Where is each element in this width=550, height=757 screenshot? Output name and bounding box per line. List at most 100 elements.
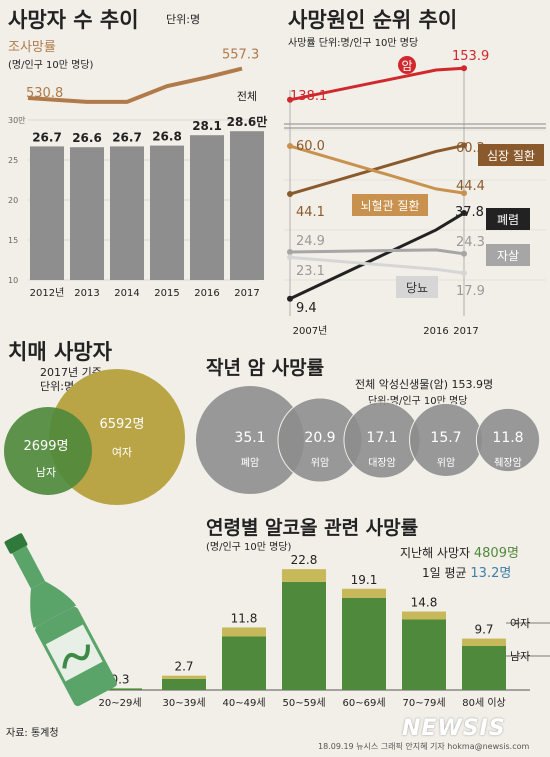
p2-tag-diabetes: 당뇨 (406, 281, 428, 295)
p1-bar-label: 26.7 (32, 130, 62, 144)
p2-start-label: 24.9 (296, 234, 325, 249)
soju-bottle-illustration (4, 533, 117, 707)
p2-xtick: 2007년 (293, 325, 328, 337)
p5-stat-per-day-label: 1일 평균 (422, 566, 467, 580)
p2-start-label: 44.1 (296, 205, 325, 220)
p1-bar-label: 28.1 (192, 119, 222, 133)
chart-death-count: 10 15 20 25 30만 26.7 2012년 26.6 2013 26.7 2014 26.8… (8, 48, 268, 299)
p1-bar (150, 145, 184, 280)
p5-total-label: 19.1 (351, 573, 378, 587)
p5-xtick: 30~39세 (162, 697, 205, 709)
p2-tag-stroke: 뇌혈관 질환 (360, 199, 419, 213)
p4-bubble-value: 20.9 (304, 430, 335, 446)
p2-point (461, 65, 467, 72)
p1-bar-label: 26.7 (112, 130, 142, 144)
p1-ytick: 10 (8, 276, 18, 285)
p4-bubble-name: 폐암 (241, 457, 259, 469)
chart-cancer-bubbles: 35.1 폐암 20.9 위암 17.1 대장암 15.7 위암 11.8 췌장암 (194, 384, 541, 496)
p1-xtick: 2012년 (30, 287, 65, 299)
p1-line-start-label: 530.8 (26, 86, 63, 101)
p2-point (287, 254, 293, 261)
p1-line-series (27, 66, 243, 104)
p1-bar-label: 28.6만 (227, 114, 268, 129)
p2-point (461, 190, 467, 197)
p1-title: 사망자 수 추이 (8, 8, 139, 32)
p2-point (461, 250, 467, 257)
p1-bar (190, 135, 224, 280)
p2-end-label: 60.2 (456, 141, 485, 156)
newsis-logo: NEWSIS (402, 716, 506, 741)
p3-unit: 단위:명 (40, 380, 75, 393)
p1-unit: 단위:명 (166, 13, 201, 26)
p5-bar-women (342, 588, 386, 598)
bottle-label (45, 624, 103, 682)
p2-end-label: 37.8 (455, 205, 484, 220)
p5-bar-men (222, 636, 266, 690)
p2-tag-cancer: 암 (401, 59, 412, 73)
p5-total-label: 2.7 (174, 660, 193, 674)
p5-stat-last-year: 지난해 사망자 4809명 (400, 542, 519, 561)
p1-xtick: 2013 (74, 288, 99, 299)
p4-unit: 단위:명/인구 10만 명당 (368, 396, 468, 407)
p3-title: 치매 사망자 (8, 340, 112, 364)
p2-start-label: 138.1 (290, 89, 327, 104)
p4-title: 작년 암 사망률 (206, 357, 325, 379)
p5-bar-women (462, 638, 506, 647)
p5-total-label: 22.8 (291, 553, 318, 567)
p2-tag-diabetes-bg (396, 276, 438, 298)
p1-xtick: 2016 (194, 288, 219, 299)
p2-tag-suicide-bg (486, 244, 530, 266)
source-note: 자료: 통계청 (6, 728, 59, 739)
p2-xtick: 2017 (453, 326, 478, 337)
p5-title: 연령별 알코올 관련 사망률 (206, 517, 419, 539)
p2-tag-suicide: 자살 (497, 249, 519, 263)
p2-point (287, 248, 293, 255)
p4-bubble-value: 11.8 (492, 430, 523, 446)
p5-legend-women: 여자 (510, 617, 530, 630)
p2-title: 사망원인 순위 추이 (288, 8, 458, 32)
p5-xtick: 60~69세 (342, 697, 385, 709)
p5-subtitle: (명/인구 10만 명당) (206, 542, 292, 553)
p1-bar (70, 147, 104, 280)
p2-point (287, 295, 293, 302)
p2-tag-pneumonia: 폐렴 (497, 213, 519, 227)
p5-bar-men (282, 581, 326, 690)
p4-bubble-value: 15.7 (430, 430, 461, 446)
p5-xtick: 50~59세 (282, 697, 325, 709)
p1-line-subtitle: (명/인구 10만 명당) (8, 60, 94, 71)
bottle-neck (12, 545, 46, 589)
p5-xtick: 20~29세 (98, 697, 141, 709)
credit-note: 18.09.19 뉴시스 그래픽 안지혜 기자 hokma@newsis.com (318, 742, 530, 751)
p2-tag-heart-bg (478, 144, 544, 166)
p1-line-name: 조사망률 (8, 40, 56, 55)
p2-series-line (289, 248, 465, 256)
p5-xtick: 40~49세 (222, 697, 265, 709)
p2-start-label: 23.1 (296, 264, 325, 279)
p5-bar-women (162, 675, 206, 679)
bottle-shoulder (30, 581, 77, 629)
p1-line-end-label: 557.3 (222, 48, 259, 63)
p4-note: 전체 악성신생물(암) 153.9명 (355, 378, 494, 391)
p4-bubble-name: 췌장암 (494, 457, 522, 469)
p2-point (461, 142, 467, 149)
p1-ytick: 20 (8, 196, 18, 205)
p2-series-line (289, 211, 465, 301)
p5-bar-men (162, 678, 206, 690)
p1-bar-label: 26.8 (152, 130, 182, 144)
p4-bubble-name: 대장암 (368, 457, 396, 469)
p2-point (461, 210, 467, 217)
p3-men-name: 남자 (36, 466, 56, 479)
p3-men-value: 2699명 (23, 439, 68, 454)
p4-bubble-name: 위암 (437, 456, 455, 469)
p5-stat-per-day: 1일 평균 13.2명 (422, 562, 511, 581)
p1-bar (30, 146, 64, 280)
p5-total-label: 11.8 (231, 611, 258, 625)
p2-tag-cancer-bg (398, 56, 416, 74)
p1-bar (110, 146, 144, 280)
p2-start-label: 9.4 (296, 301, 317, 316)
p2-point (287, 96, 293, 103)
p3-women-value: 6592명 (99, 417, 144, 432)
p2-point (287, 143, 293, 150)
p1-xtick: 2015 (154, 288, 179, 299)
p5-xtick: 70~79세 (402, 697, 445, 709)
